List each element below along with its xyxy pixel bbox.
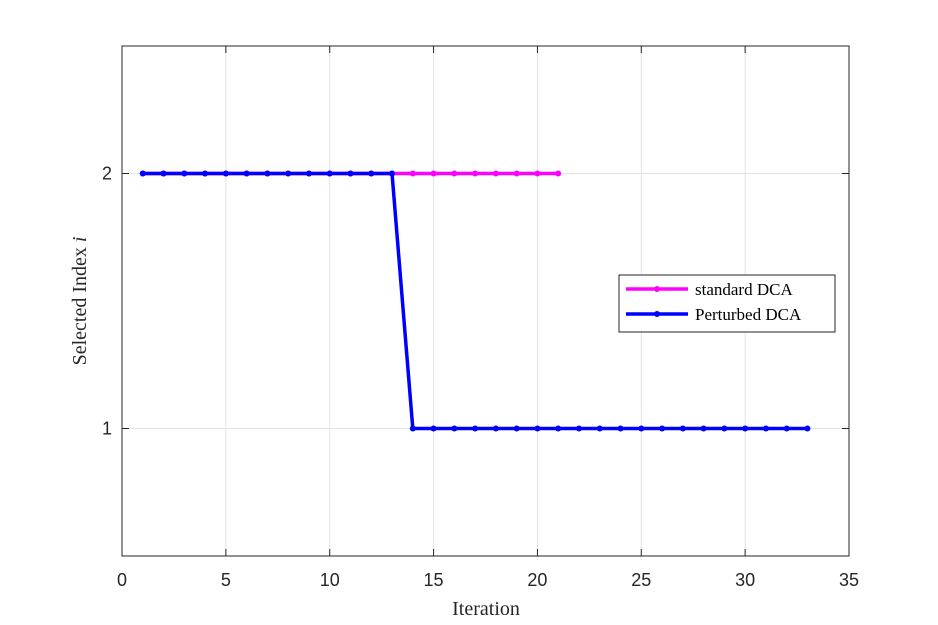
data-point — [368, 170, 375, 177]
data-point — [700, 425, 707, 432]
data-point — [659, 425, 666, 432]
data-point — [617, 425, 624, 432]
data-point — [679, 425, 686, 432]
x-tick-label: 25 — [631, 570, 651, 590]
data-point — [742, 425, 749, 432]
legend-marker — [654, 311, 660, 317]
y-tick-label: 1 — [102, 419, 112, 439]
x-tick-label: 15 — [424, 570, 444, 590]
data-point — [181, 170, 188, 177]
axis-ticks: 0 5 10 15 20 25 30 35 1 2 — [102, 46, 859, 590]
data-point — [139, 170, 146, 177]
x-tick-label: 0 — [117, 570, 127, 590]
legend: standard DCA Perturbed DCA — [618, 274, 836, 333]
data-point — [202, 170, 209, 177]
data-point — [160, 170, 167, 177]
x-tick-label: 30 — [735, 570, 755, 590]
data-point — [243, 170, 250, 177]
data-point — [638, 425, 645, 432]
data-point — [575, 425, 582, 432]
data-point — [430, 170, 437, 177]
data-point — [534, 170, 541, 177]
data-point — [721, 425, 728, 432]
data-point — [534, 425, 541, 432]
plot-frame — [121, 45, 850, 557]
x-tick-label: 10 — [320, 570, 340, 590]
data-point — [389, 170, 396, 177]
legend-label: Perturbed DCA — [695, 305, 802, 324]
data-point — [409, 425, 416, 432]
x-tick-label: 35 — [839, 570, 859, 590]
data-point — [347, 170, 354, 177]
x-axis-label: Iteration — [452, 598, 520, 620]
data-point — [762, 425, 769, 432]
legend-box — [618, 274, 836, 333]
data-point — [326, 170, 333, 177]
x-tick-label: 20 — [527, 570, 547, 590]
data-point — [451, 170, 458, 177]
data-point — [492, 425, 499, 432]
series-1 — [139, 170, 811, 432]
data-point — [555, 170, 562, 177]
series-layer — [139, 170, 811, 432]
data-point — [451, 425, 458, 432]
y-tick-label: 2 — [102, 164, 112, 184]
legend-marker — [654, 286, 660, 292]
y-axis-label: Selected Index i — [69, 237, 91, 366]
data-point — [513, 425, 520, 432]
data-point — [285, 170, 292, 177]
data-point — [492, 170, 499, 177]
data-point — [513, 170, 520, 177]
y-axis-label-text: Selected Index — [69, 247, 91, 365]
x-tick-label: 5 — [221, 570, 231, 590]
data-point — [804, 425, 811, 432]
data-point — [222, 170, 229, 177]
data-point — [430, 425, 437, 432]
data-point — [555, 425, 562, 432]
data-point — [305, 170, 312, 177]
data-point — [409, 170, 416, 177]
y-axis-label-variable: i — [69, 237, 91, 243]
data-point — [472, 425, 479, 432]
data-point — [264, 170, 271, 177]
data-point — [472, 170, 479, 177]
data-point — [783, 425, 790, 432]
legend-label: standard DCA — [695, 280, 793, 299]
data-point — [596, 425, 603, 432]
